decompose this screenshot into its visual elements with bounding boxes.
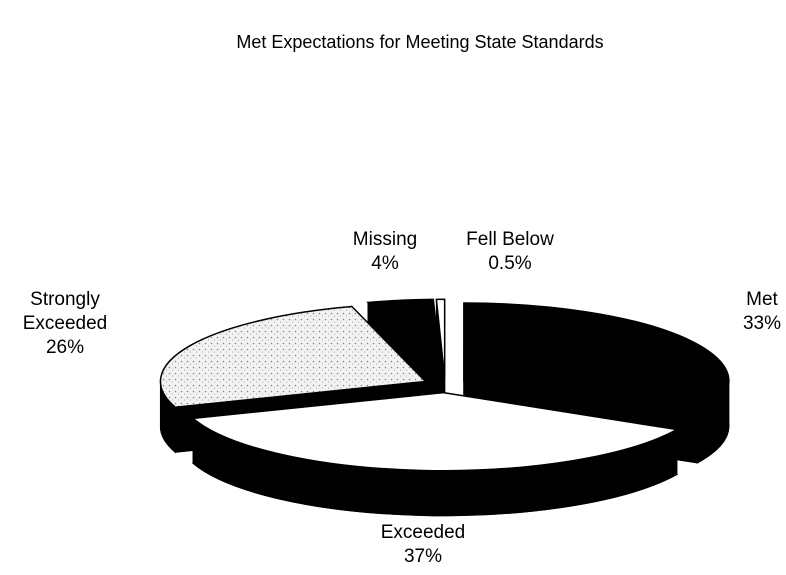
slice-label: Strongly Exceeded (23, 289, 108, 334)
slice (191, 391, 680, 517)
slice-top (159, 305, 428, 408)
slice-value-label: 26% (46, 337, 84, 358)
slice-label: Exceeded (381, 522, 466, 543)
labels: Met 33% Exceeded 37% Strongly Exceeded 26% Miss… (23, 229, 781, 567)
slice-value-label: 33% (743, 313, 781, 334)
slice-top (435, 298, 446, 378)
slice-label: Fell Below (466, 229, 554, 250)
pie (159, 298, 730, 517)
slice-label: Missing (353, 229, 417, 250)
slice-value-label: 4% (371, 253, 399, 274)
slice-top (463, 302, 730, 419)
chart-title: Met Expectations for Meeting State Stand… (236, 32, 603, 52)
slice-top (366, 298, 443, 380)
slice-top (191, 391, 680, 472)
slice-value-label: 0.5% (488, 253, 531, 274)
slice-value-label: 37% (404, 546, 442, 567)
slice-label: Met (746, 289, 778, 310)
